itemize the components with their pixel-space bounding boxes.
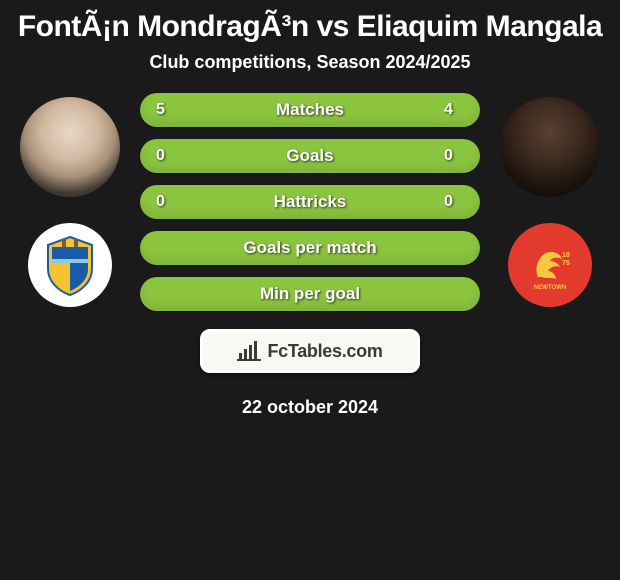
stat-label: Goals — [286, 146, 333, 166]
stat-label: Matches — [276, 100, 344, 120]
stat-row-goals-per-match: Goals per match — [140, 231, 480, 265]
player1-club-badge — [28, 223, 112, 307]
stat-label: Goals per match — [243, 238, 376, 258]
player2-club-badge: 18 75 NEWTOWN — [508, 223, 592, 307]
stat-row-min-per-goal: Min per goal — [140, 277, 480, 311]
page-title: FontÃ¡n MondragÃ³n vs Eliaquim Mangala — [18, 10, 602, 44]
stat-right-value: 0 — [444, 193, 464, 211]
stat-right-value: 0 — [444, 147, 464, 165]
player2-avatar — [500, 97, 600, 197]
left-column — [20, 93, 120, 307]
stat-label: Min per goal — [260, 284, 360, 304]
stat-row-matches: 5 Matches 4 — [140, 93, 480, 127]
stat-left-value: 0 — [156, 193, 176, 211]
stat-left-value: 5 — [156, 101, 176, 119]
svg-text:NEWTOWN: NEWTOWN — [534, 285, 566, 291]
stat-row-goals: 0 Goals 0 — [140, 139, 480, 173]
stat-row-hattricks: 0 Hattricks 0 — [140, 185, 480, 219]
chart-icon — [237, 341, 261, 361]
stat-label: Hattricks — [274, 192, 347, 212]
brand-box: FcTables.com — [200, 329, 420, 373]
page-subtitle: Club competitions, Season 2024/2025 — [149, 52, 470, 73]
stat-left-value: 0 — [156, 147, 176, 165]
svg-text:75: 75 — [562, 260, 570, 267]
stats-area: 5 Matches 4 0 Goals 0 0 Hattricks 0 Goal… — [0, 93, 620, 418]
svg-text:18: 18 — [562, 252, 570, 259]
stat-right-value: 4 — [444, 101, 464, 119]
date-text: 22 october 2024 — [242, 397, 378, 418]
club1-crest-icon — [38, 233, 102, 297]
brand-text: FcTables.com — [267, 341, 382, 362]
player1-avatar — [20, 97, 120, 197]
right-column: 18 75 NEWTOWN — [500, 93, 600, 307]
stats-center: 5 Matches 4 0 Goals 0 0 Hattricks 0 Goal… — [140, 93, 480, 418]
club2-crest-icon: 18 75 NEWTOWN — [518, 233, 582, 297]
